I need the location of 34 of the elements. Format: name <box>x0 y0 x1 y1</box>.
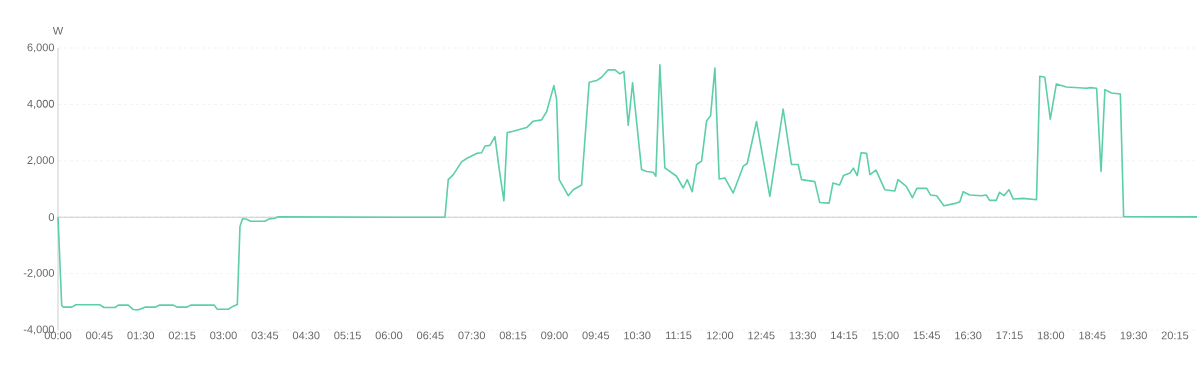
y-tick-label: 4,000 <box>27 99 55 109</box>
x-tick-label: 19:30 <box>1120 331 1147 340</box>
x-tick-label: 05:15 <box>334 331 361 340</box>
x-tick-label: 06:45 <box>416 331 444 340</box>
y-axis-title: W <box>52 26 64 35</box>
x-tick-label: 03:00 <box>210 331 237 340</box>
y-tick-label: 0 <box>48 213 55 222</box>
x-tick-label: 12:00 <box>706 331 734 340</box>
x-tick-label: 12:45 <box>748 331 775 340</box>
y-tick-label: 2,000 <box>27 156 55 166</box>
x-tick-label: 00:45 <box>86 331 113 340</box>
x-tick-label: 16:30 <box>955 331 982 340</box>
x-tick-label: 03:45 <box>251 331 279 340</box>
x-tick-label: 13:30 <box>789 331 816 340</box>
x-tick-label: 15:00 <box>872 331 899 340</box>
x-tick-label: 01:30 <box>127 331 155 340</box>
x-tick-label: 04:30 <box>292 331 320 340</box>
x-tick-label: 14:15 <box>831 331 858 340</box>
y-tick-label: -2,000 <box>23 269 55 279</box>
x-tick-label: 09:00 <box>541 331 568 340</box>
x-tick-label: 08:15 <box>499 331 527 340</box>
y-tick-label: 6,000 <box>27 43 55 53</box>
x-tick-label: 17:15 <box>996 331 1023 340</box>
x-tick-label: 11:15 <box>666 331 692 340</box>
x-tick-label: 07:30 <box>458 331 486 340</box>
line-series <box>57 63 1198 311</box>
x-tick-label: 18:00 <box>1037 331 1065 340</box>
x-tick-label: 20:15 <box>1161 331 1189 340</box>
x-tick-label: 02:15 <box>168 331 196 340</box>
x-tick-label: 15:45 <box>913 331 941 340</box>
x-tick-label: 06:00 <box>375 331 403 340</box>
x-tick-label: 10:30 <box>624 331 651 340</box>
x-tick-label: 18:45 <box>1079 331 1106 340</box>
x-tick-label: 09:45 <box>582 331 610 340</box>
